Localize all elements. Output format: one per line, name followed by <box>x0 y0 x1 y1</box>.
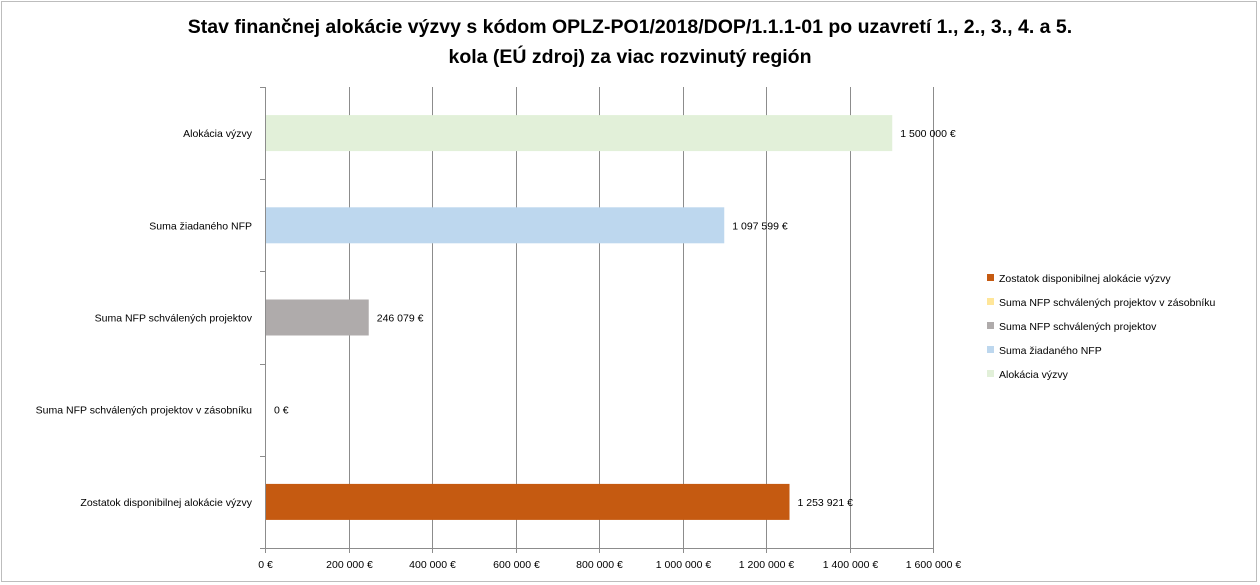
legend-swatch <box>987 346 994 353</box>
bars <box>266 115 893 520</box>
x-tick-label: 1 000 000 € <box>656 559 712 571</box>
legend: Zostatok disponibilnej alokácie výzvy Sum… <box>987 273 1215 381</box>
value-label: 0 € <box>274 405 289 417</box>
legend-label: Suma žiadaného NFP <box>999 345 1102 357</box>
bar <box>266 115 893 152</box>
x-tick-label: 200 000 € <box>326 559 373 571</box>
category-label: Suma NFP schválených projektov <box>95 313 253 325</box>
category-label: Suma žiadaného NFP <box>149 220 252 232</box>
legend-label: Suma NFP schválených projektov <box>999 321 1157 333</box>
bar <box>266 299 369 336</box>
x-tick-label: 400 000 € <box>409 559 456 571</box>
legend-swatch <box>987 322 994 329</box>
legend-swatch <box>987 370 994 377</box>
category-label: Zostatok disponibilnej alokácie výzvy <box>80 497 252 509</box>
category-label: Suma NFP schválených projektov v zásobní… <box>36 405 252 417</box>
bar <box>266 207 725 244</box>
legend-label: Zostatok disponibilnej alokácie výzvy <box>999 273 1171 285</box>
value-label: 1 500 000 € <box>900 128 956 140</box>
x-tick-label: 1 400 000 € <box>823 559 879 571</box>
legend-swatch <box>987 274 994 281</box>
gridlines <box>349 87 934 548</box>
x-tick-label: 1 200 000 € <box>739 559 795 571</box>
x-tick-label: 1 600 000 € <box>906 559 962 571</box>
legend-swatch <box>987 298 994 305</box>
value-label: 246 079 € <box>377 313 424 325</box>
chart-title: Stav finančnej alokácie výzvy s kódom OP… <box>0 12 1260 72</box>
legend-label: Suma NFP schválených projektov v zásobní… <box>999 297 1215 309</box>
chart-title-line-2: kola (EÚ zdroj) za viac rozvinutý región <box>448 46 812 68</box>
axes <box>260 87 934 553</box>
value-label: 1 253 921 € <box>798 497 854 509</box>
labels: 0 € 200 000 € 400 000 € 600 000 € 800 000 € 1… <box>36 128 962 571</box>
value-label: 1 097 599 € <box>732 220 788 232</box>
x-tick-label: 600 000 € <box>493 559 540 571</box>
x-tick-label: 800 000 € <box>576 559 623 571</box>
bar <box>266 483 790 520</box>
category-label: Alokácia výzvy <box>183 128 253 140</box>
chart-title-line-1: Stav finančnej alokácie výzvy s kódom OP… <box>187 16 1073 38</box>
legend-label: Alokácia výzvy <box>999 369 1069 381</box>
x-tick-label: 0 € <box>258 559 273 571</box>
